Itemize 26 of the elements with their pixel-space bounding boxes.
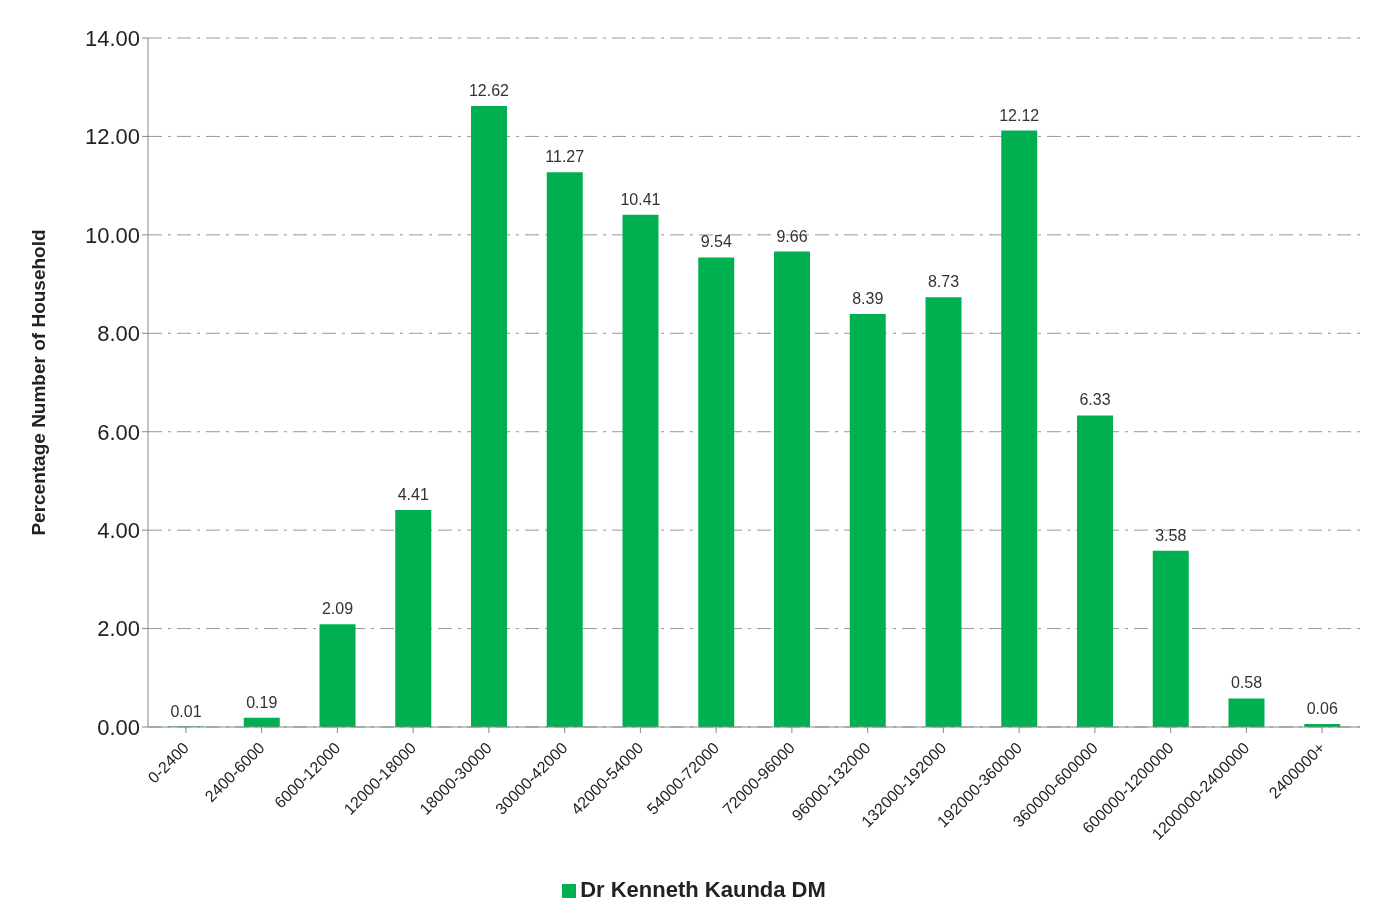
data-label: 9.66 bbox=[776, 227, 808, 245]
data-label: 0.58 bbox=[1230, 674, 1263, 692]
y-tick-label: 6.00 bbox=[97, 419, 140, 445]
data-label: 12.62 bbox=[468, 81, 510, 99]
data-label: 0.06 bbox=[1306, 700, 1338, 718]
data-label: 8.39 bbox=[852, 290, 884, 308]
y-axis-title: Percentage Number of Household bbox=[27, 229, 49, 536]
data-label: 8.73 bbox=[927, 273, 960, 291]
data-label: 9.54 bbox=[700, 233, 732, 251]
y-tick-label: 12.00 bbox=[84, 124, 140, 150]
y-tick-label: 14.00 bbox=[84, 25, 140, 51]
y-tick-label: 0.00 bbox=[97, 714, 140, 740]
data-label: 6.33 bbox=[1079, 391, 1111, 409]
data-label: 11.27 bbox=[545, 148, 585, 166]
data-label: 0.01 bbox=[170, 702, 202, 720]
data-label: 3.58 bbox=[1155, 526, 1187, 544]
y-tick-label: 8.00 bbox=[97, 321, 140, 347]
data-label: 2.09 bbox=[321, 600, 354, 618]
data-label: 12.12 bbox=[999, 106, 1040, 124]
data-label: 4.41 bbox=[397, 485, 429, 503]
y-tick-label: 10.00 bbox=[84, 222, 140, 248]
y-tick-label: 2.00 bbox=[97, 616, 140, 642]
data-label: 10.41 bbox=[620, 190, 661, 208]
data-label: 0.19 bbox=[246, 693, 278, 711]
y-tick-label: 4.00 bbox=[97, 517, 140, 543]
legend-label: Dr Kenneth Kaunda DM bbox=[580, 877, 826, 902]
